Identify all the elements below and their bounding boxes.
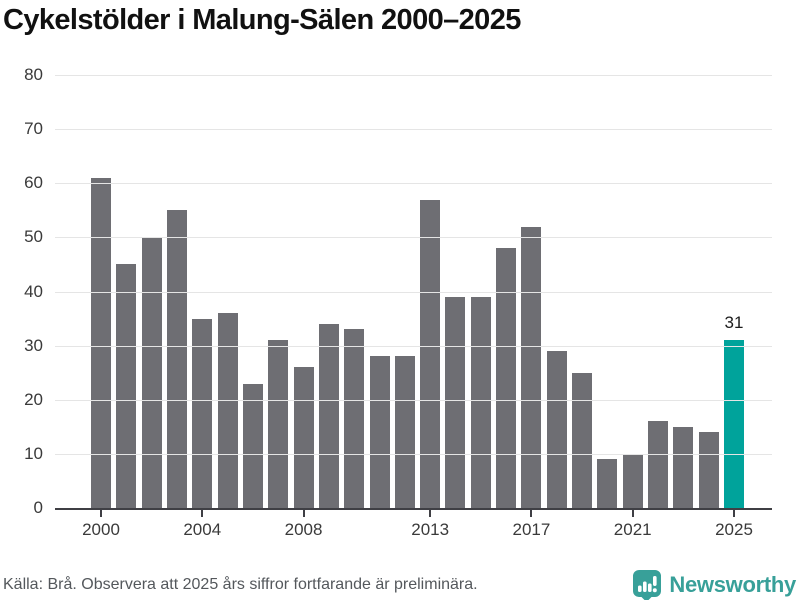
gridline-y-50 (55, 237, 772, 239)
x-axis-label-2025: 2025 (715, 520, 753, 539)
gridline-y-20 (55, 399, 772, 401)
x-axis-tick-2025 (733, 510, 735, 517)
newsworthy-wordmark: Newsworthy (669, 572, 796, 597)
bar-2020 (597, 459, 618, 508)
gridline-y-60 (55, 183, 772, 185)
gridline-y-30 (55, 345, 772, 347)
bar-2015 (470, 296, 491, 508)
newsworthy-logo[interactable]: Newsworthy (632, 569, 796, 600)
chart-title: Cykelstölder i Malung-Sälen 2000–2025 (3, 4, 521, 36)
bar-2013 (420, 199, 441, 508)
y-axis-label-80: 80 (24, 65, 43, 84)
x-axis-tick-2013 (429, 510, 432, 517)
x-axis-label-2008: 2008 (284, 520, 323, 539)
bar-2003 (166, 210, 187, 508)
plot-area (55, 75, 772, 510)
bar-2002 (141, 237, 162, 508)
bar-2011 (369, 356, 390, 508)
bar-2008 (293, 367, 314, 508)
gridline-y-40 (55, 291, 772, 293)
bar-2007 (268, 340, 289, 508)
y-axis-label-50: 50 (24, 227, 43, 247)
bar-2022 (648, 421, 669, 508)
bar-2009 (318, 323, 339, 508)
bar-2012 (394, 356, 415, 508)
bar-2010 (344, 329, 365, 508)
bar-2005 (217, 313, 238, 508)
y-axis-label-40: 40 (24, 281, 43, 301)
x-axis-tick-2021 (631, 510, 634, 517)
bar-2004 (192, 318, 213, 508)
bar-2025 (724, 340, 744, 508)
x-axis-tick-2008 (302, 510, 305, 517)
y-axis-label-30: 30 (24, 335, 43, 355)
bar-2018 (546, 351, 567, 508)
bar-2006 (242, 383, 263, 508)
gridline-y-70 (55, 129, 772, 131)
bar-2019 (572, 372, 593, 508)
y-axis-label-60: 60 (24, 173, 43, 193)
y-axis-label-10: 10 (24, 443, 43, 463)
y-axis-label-0: 0 (33, 498, 43, 517)
bar-2024 (698, 432, 719, 508)
source-note: Källa: Brå. Observera att 2025 års siffr… (3, 576, 478, 593)
bar-2000 (91, 177, 111, 508)
chart-footer: Källa: Brå. Observera att 2025 års siffr… (0, 569, 800, 600)
gridline-y-80 (55, 75, 772, 76)
bar-2021 (622, 453, 643, 508)
x-axis-tick-2000 (100, 510, 102, 517)
x-axis-label-2021: 2021 (613, 520, 652, 539)
bar-chart: 0 10 20 30 40 50 60 70 80 31 2000 2004 2008 2013 2017 2… (0, 60, 800, 540)
x-axis-label-2017: 2017 (512, 520, 551, 539)
bar-2023 (673, 426, 694, 508)
x-axis-label-2000: 2000 (82, 520, 120, 539)
highlight-value-label: 31 (724, 313, 744, 333)
bar-2017 (521, 226, 542, 508)
bar-2014 (445, 296, 466, 508)
bar-2001 (116, 264, 137, 508)
x-axis-tick-2017 (530, 510, 533, 517)
newsworthy-bubble-chart-icon (632, 569, 662, 600)
gridline-y-10 (55, 453, 772, 455)
x-axis-label-2013: 2013 (411, 520, 450, 539)
y-axis-label-70: 70 (24, 119, 43, 139)
y-axis-label-20: 20 (24, 389, 43, 409)
x-axis-label-2004: 2004 (183, 520, 222, 539)
x-axis-tick-2004 (201, 510, 204, 517)
bar-2016 (496, 248, 517, 508)
